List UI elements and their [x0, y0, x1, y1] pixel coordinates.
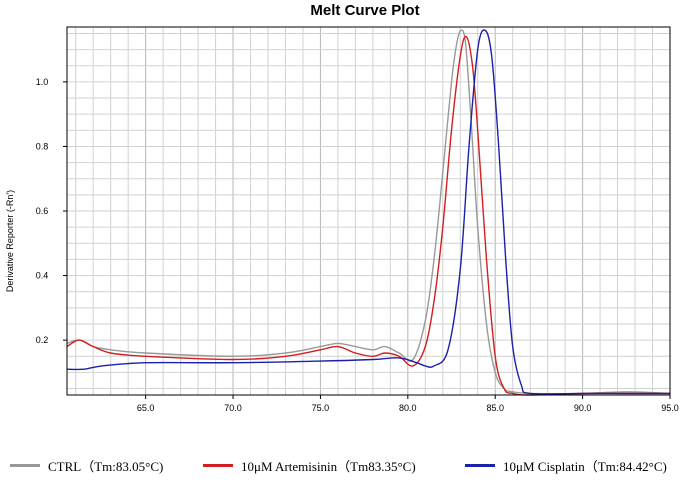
x-tick-label: 80.0 — [399, 403, 417, 413]
x-tick-label: 65.0 — [137, 403, 155, 413]
x-tick-label: 95.0 — [661, 403, 679, 413]
axis-ticks: 65.0 70.0 75.0 80.0 85.0 90.0 95.0 0.2 0.4 0.6 0.8… — [36, 77, 679, 413]
y-tick-label: 0.2 — [36, 335, 49, 345]
grid — [67, 27, 670, 395]
y-tick-label: 0.6 — [36, 206, 49, 216]
y-tick-label: 1.0 — [36, 77, 49, 87]
x-tick-label: 75.0 — [312, 403, 330, 413]
legend-item-cisplatin: 10μM Cisplatin（Tm:84.42°C) — [465, 456, 667, 475]
y-axis-label: Derivative Reporter (-Rn') — [5, 190, 15, 292]
series-lines — [66, 29, 671, 396]
legend-label-ctrl: CTRL（Tm:83.05°C) — [48, 459, 164, 474]
series-line-0 — [66, 29, 671, 395]
legend-swatch-artemisinin — [203, 464, 233, 467]
x-tick-label: 85.0 — [486, 403, 504, 413]
legend-swatch-ctrl — [10, 464, 40, 467]
legend-swatch-cisplatin — [465, 464, 495, 467]
legend-item-artemisinin: 10μM Artemisinin（Tm83.35°C) — [203, 456, 416, 475]
melt-curve-chart: Melt Curve Plot 65.0 70.0 75.0 80.0 85.0 90.0… — [5, 2, 679, 413]
y-tick-label: 0.4 — [36, 271, 49, 281]
y-tick-label: 0.8 — [36, 141, 49, 151]
legend-item-ctrl: CTRL（Tm:83.05°C) — [10, 456, 163, 475]
legend-label-cisplatin: 10μM Cisplatin（Tm:84.42°C) — [503, 459, 667, 474]
chart-title: Melt Curve Plot — [310, 2, 419, 19]
legend-label-artemisinin: 10μM Artemisinin（Tm83.35°C) — [241, 459, 416, 474]
x-tick-label: 70.0 — [224, 403, 242, 413]
x-tick-label: 90.0 — [574, 403, 592, 413]
series-line-2 — [66, 29, 670, 395]
series-line-1 — [66, 35, 670, 396]
legend: CTRL（Tm:83.05°C) 10μM Artemisinin（Tm83.3… — [0, 456, 680, 480]
